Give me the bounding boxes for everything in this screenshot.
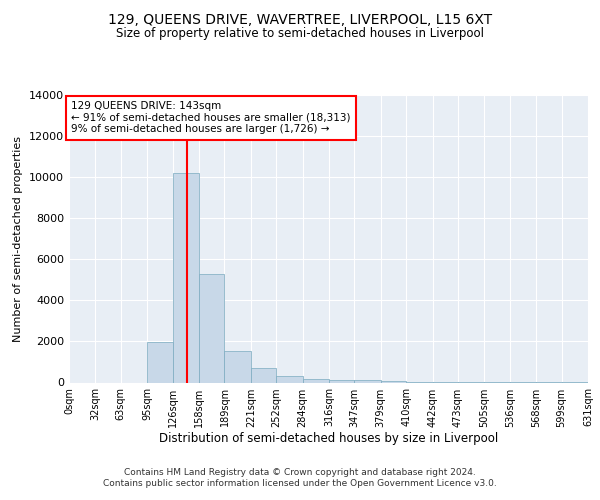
Bar — [276, 376, 302, 382]
Bar — [224, 350, 251, 382]
Bar — [355, 380, 381, 382]
Bar — [173, 173, 199, 382]
Bar — [329, 380, 355, 382]
Bar — [251, 368, 276, 382]
Bar — [147, 342, 173, 382]
Text: 129 QUEENS DRIVE: 143sqm
← 91% of semi-detached houses are smaller (18,313)
9% o: 129 QUEENS DRIVE: 143sqm ← 91% of semi-d… — [71, 101, 351, 134]
Y-axis label: Number of semi-detached properties: Number of semi-detached properties — [13, 136, 23, 342]
Text: Contains HM Land Registry data © Crown copyright and database right 2024.
Contai: Contains HM Land Registry data © Crown c… — [103, 468, 497, 487]
Bar — [199, 274, 224, 382]
Text: 129, QUEENS DRIVE, WAVERTREE, LIVERPOOL, L15 6XT: 129, QUEENS DRIVE, WAVERTREE, LIVERPOOL,… — [108, 12, 492, 26]
Text: Size of property relative to semi-detached houses in Liverpool: Size of property relative to semi-detach… — [116, 28, 484, 40]
X-axis label: Distribution of semi-detached houses by size in Liverpool: Distribution of semi-detached houses by … — [159, 432, 498, 446]
Bar — [302, 379, 329, 382]
